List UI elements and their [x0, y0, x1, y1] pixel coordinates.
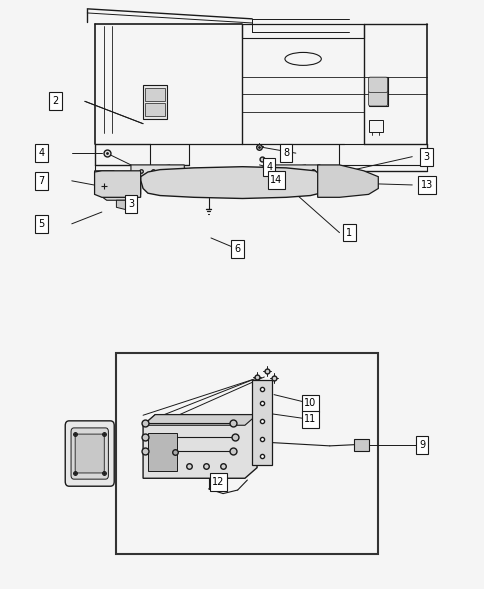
FancyBboxPatch shape — [262, 158, 275, 176]
FancyBboxPatch shape — [417, 176, 435, 194]
Polygon shape — [317, 165, 378, 197]
Text: 14: 14 — [270, 176, 282, 185]
FancyBboxPatch shape — [342, 224, 355, 241]
Bar — [368, 120, 382, 132]
FancyBboxPatch shape — [279, 144, 292, 162]
Polygon shape — [94, 171, 140, 197]
FancyBboxPatch shape — [368, 77, 387, 92]
Polygon shape — [131, 165, 189, 177]
Bar — [353, 439, 368, 451]
Bar — [116, 353, 378, 554]
Polygon shape — [143, 415, 257, 478]
Polygon shape — [140, 167, 322, 198]
FancyBboxPatch shape — [420, 148, 432, 166]
Text: 6: 6 — [234, 244, 240, 254]
FancyBboxPatch shape — [35, 172, 47, 190]
Text: 7: 7 — [38, 176, 44, 186]
FancyBboxPatch shape — [301, 395, 318, 412]
FancyBboxPatch shape — [75, 434, 104, 473]
FancyBboxPatch shape — [124, 195, 137, 213]
FancyBboxPatch shape — [209, 473, 227, 491]
Text: 9: 9 — [418, 440, 424, 449]
Text: 8: 8 — [283, 148, 288, 158]
Text: 11: 11 — [303, 415, 316, 424]
Polygon shape — [266, 165, 324, 177]
Polygon shape — [143, 415, 257, 425]
Text: 2: 2 — [53, 97, 59, 106]
FancyBboxPatch shape — [71, 428, 108, 479]
Bar — [252, 380, 271, 465]
Bar — [145, 88, 165, 101]
Bar — [143, 85, 167, 119]
FancyBboxPatch shape — [35, 215, 47, 233]
Text: 13: 13 — [420, 180, 432, 190]
Text: 10: 10 — [303, 399, 316, 408]
Polygon shape — [116, 200, 136, 210]
Text: 5: 5 — [38, 219, 44, 229]
FancyBboxPatch shape — [368, 91, 387, 106]
Bar — [148, 433, 177, 471]
Text: 1: 1 — [346, 228, 351, 237]
FancyBboxPatch shape — [35, 144, 47, 162]
FancyBboxPatch shape — [65, 421, 114, 487]
Text: 4: 4 — [266, 163, 272, 172]
Text: 4: 4 — [38, 148, 44, 158]
FancyBboxPatch shape — [267, 171, 285, 189]
Text: 12: 12 — [212, 477, 224, 487]
Bar — [145, 103, 165, 116]
Text: 3: 3 — [423, 152, 429, 161]
Polygon shape — [94, 171, 140, 200]
FancyBboxPatch shape — [231, 240, 243, 258]
FancyBboxPatch shape — [49, 92, 62, 110]
FancyBboxPatch shape — [415, 436, 427, 454]
FancyBboxPatch shape — [301, 411, 318, 428]
Bar — [368, 77, 387, 106]
Text: 3: 3 — [128, 199, 134, 209]
